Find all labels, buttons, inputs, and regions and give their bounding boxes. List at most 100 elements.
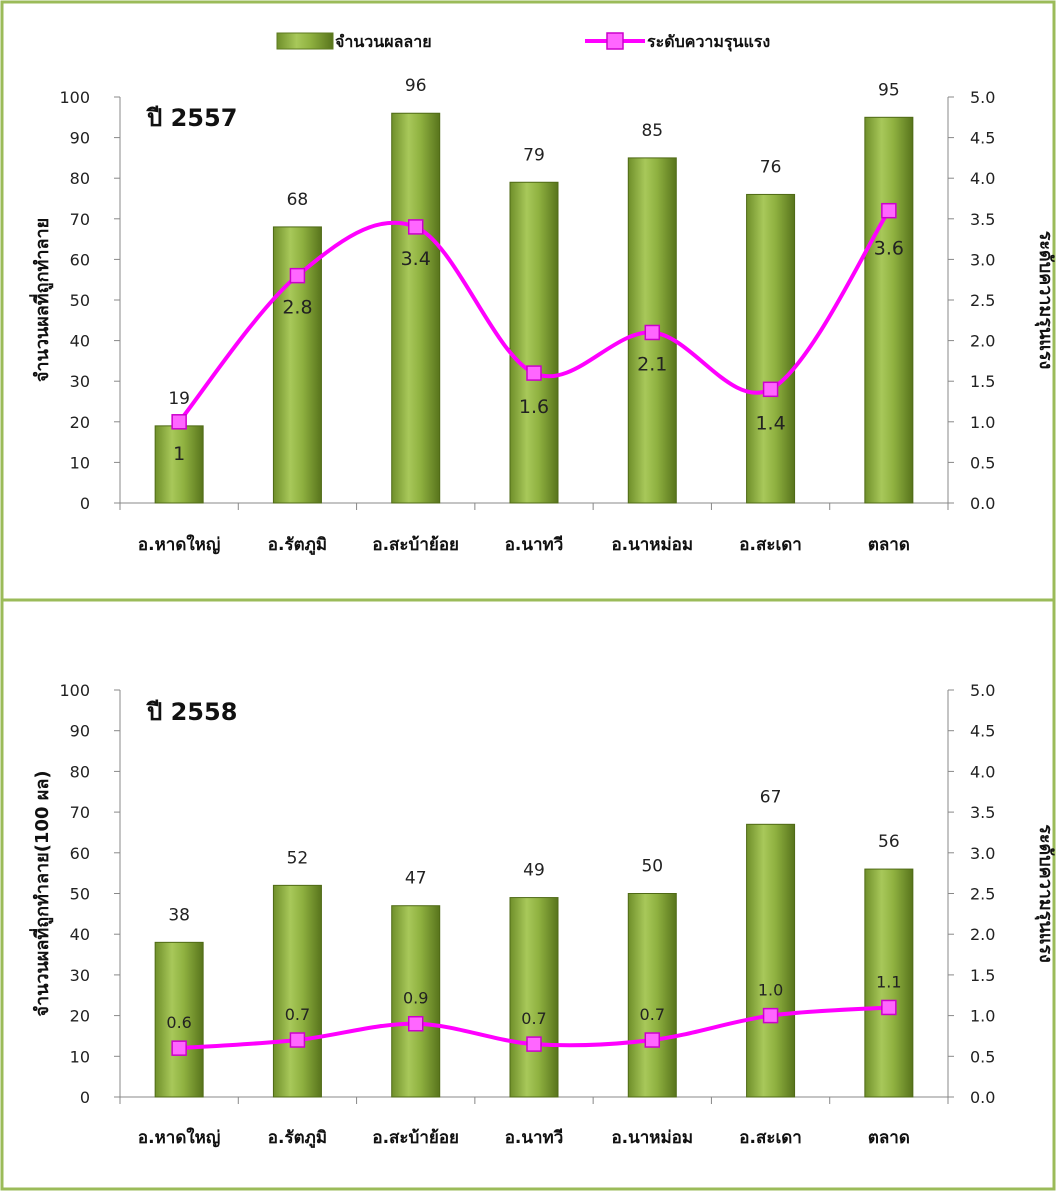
x-tick-label: อ.นาหม่อม xyxy=(611,1128,693,1148)
y2-tick-label: 4.0 xyxy=(970,762,995,781)
bar-value-label: 38 xyxy=(168,905,190,925)
y2-tick-label: 5.0 xyxy=(970,681,995,700)
bar xyxy=(509,897,559,1098)
severity-value-label: 0.9 xyxy=(403,989,428,1008)
bar-value-label: 50 xyxy=(641,857,663,877)
y-axis-title: จำนวนผลที่ถูกทำลาย(100 ผล) xyxy=(29,770,54,1016)
y-tick-label: 10 xyxy=(70,453,90,472)
severity-value-label: 0.7 xyxy=(285,1005,310,1024)
x-tick-label: อ.นาหม่อม xyxy=(611,535,693,555)
severity-marker xyxy=(644,324,661,341)
y2-tick-label: 1.0 xyxy=(970,1007,995,1026)
y-tick-label: 70 xyxy=(70,803,90,822)
bar-value-label: 52 xyxy=(287,848,309,868)
y-axis-title: จำนวนผลที่ถูกทำลาย xyxy=(29,218,54,382)
chart-panel-2558: 0 10 20 30 40 50 60 70 80 90 100 0.0 0.5 1.0 1.5 2.0 2.5… xyxy=(29,681,1056,1149)
severity-value-label: 1.0 xyxy=(758,981,783,1000)
y-tick-label: 100 xyxy=(59,681,90,700)
legend-bar-label: จำนวนผลลาย xyxy=(335,32,432,51)
chart-title: ปี 2558 xyxy=(146,698,238,726)
severity-value-label: 1 xyxy=(173,443,185,465)
bar-value-label: 67 xyxy=(760,787,782,807)
bar xyxy=(154,941,204,1098)
y2-tick-label: 0.5 xyxy=(970,1047,995,1066)
y2-tick-label: 4.5 xyxy=(970,129,995,148)
severity-marker xyxy=(407,1015,424,1032)
bar xyxy=(864,868,914,1098)
x-tick-label: อ.นาทวี xyxy=(505,534,564,555)
severity-value-label: 0.7 xyxy=(521,1009,546,1028)
y-tick-label: 30 xyxy=(70,966,90,985)
severity-value-label: 1.6 xyxy=(519,396,549,418)
y-tick-label: 50 xyxy=(70,291,90,310)
bar xyxy=(154,425,204,504)
y2-tick-label: 3.5 xyxy=(970,803,995,822)
bar-value-label: 95 xyxy=(878,80,900,100)
bar xyxy=(272,884,322,1098)
severity-marker xyxy=(881,999,897,1016)
y-tick-label: 40 xyxy=(70,925,90,944)
y2-axis-title: ระดับความรุนแรง xyxy=(1034,231,1056,370)
y2-tick-label: 1.5 xyxy=(970,372,995,391)
chart-panel-2557: 0 10 20 30 40 50 60 70 80 90 100 0.0 0.5 1.0 1.5 2.0 2.5… xyxy=(29,76,1056,556)
x-tick-label: ตลาด xyxy=(868,535,910,555)
x-tick-label: อ.รัตภูมิ xyxy=(268,1128,327,1149)
bar xyxy=(627,893,677,1098)
y-tick-label: 40 xyxy=(70,332,90,351)
x-tick-label: อ.สะเดา xyxy=(739,1128,802,1148)
y2-tick-label: 0.0 xyxy=(970,494,995,513)
y-tick-label: 50 xyxy=(70,885,90,904)
bar-value-label: 19 xyxy=(168,389,190,409)
x-tick-label: อ.สะเดา xyxy=(739,535,802,555)
bar xyxy=(509,181,559,504)
severity-marker xyxy=(881,202,897,219)
bar xyxy=(864,116,914,504)
bar xyxy=(391,905,441,1098)
y2-tick-label: 0.5 xyxy=(970,453,995,472)
severity-marker xyxy=(171,1040,187,1056)
y-tick-label: 60 xyxy=(70,844,90,863)
bar xyxy=(391,112,441,504)
y-tick-label: 90 xyxy=(70,129,90,148)
severity-marker xyxy=(762,1007,779,1024)
y2-tick-label: 2.5 xyxy=(970,885,995,904)
severity-marker xyxy=(526,1036,542,1052)
y2-axis-title: ระดับความรุนแรง xyxy=(1034,824,1056,963)
y-tick-label: 20 xyxy=(70,413,90,432)
legend: จำนวนผลลาย ระดับความรุนแรง xyxy=(276,32,770,52)
y2-tick-label: 0.0 xyxy=(970,1088,995,1107)
severity-value-label: 2.8 xyxy=(282,297,312,319)
y-tick-label: 20 xyxy=(70,1007,90,1026)
y2-tick-label: 4.5 xyxy=(970,722,995,741)
y2-tick-label: 3.0 xyxy=(970,250,995,269)
legend-bar-swatch xyxy=(276,32,334,50)
y2-tick-label: 4.0 xyxy=(970,169,995,188)
y-tick-label: 70 xyxy=(70,210,90,229)
severity-marker xyxy=(289,1032,306,1048)
y-tick-label: 90 xyxy=(70,722,90,741)
x-tick-label: อ.หาดใหญ่ xyxy=(138,1127,220,1148)
severity-marker xyxy=(526,365,542,381)
bar xyxy=(746,193,796,504)
y2-tick-label: 2.0 xyxy=(970,925,995,944)
y-tick-label: 100 xyxy=(59,88,90,107)
bar-value-label: 85 xyxy=(641,121,663,141)
y-tick-label: 30 xyxy=(70,372,90,391)
x-tick-label: อ.นาทวี xyxy=(505,1127,564,1148)
severity-value-label: 3.6 xyxy=(874,238,904,260)
legend-line-marker xyxy=(606,32,624,50)
y-tick-label: 0 xyxy=(80,1088,90,1107)
severity-value-label: 1.1 xyxy=(876,972,901,991)
bar-value-label: 79 xyxy=(523,145,545,165)
bar-value-label: 56 xyxy=(878,832,900,852)
bar-value-label: 68 xyxy=(287,190,309,210)
bar-value-label: 49 xyxy=(523,861,545,881)
legend-line-label: ระดับความรุนแรง xyxy=(647,32,770,52)
severity-value-label: 3.4 xyxy=(401,248,431,270)
y-tick-label: 0 xyxy=(80,494,90,513)
bar-value-label: 76 xyxy=(760,157,782,177)
chart-title: ปี 2557 xyxy=(146,104,238,132)
x-tick-label: อ.รัตภูมิ xyxy=(268,535,327,556)
bar xyxy=(746,823,796,1098)
